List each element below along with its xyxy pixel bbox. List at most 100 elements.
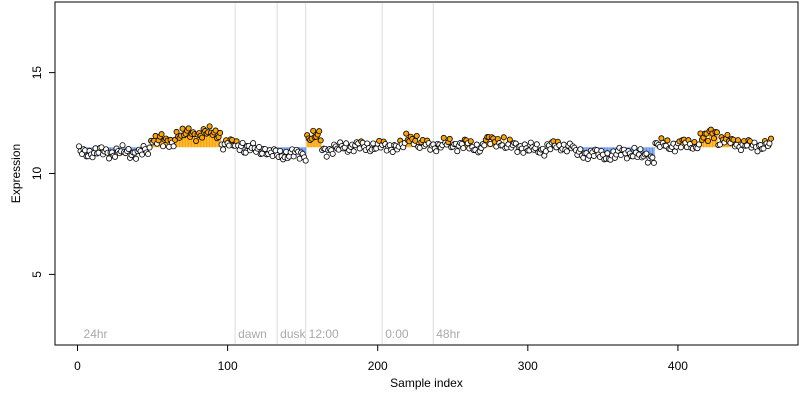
period-label: 48hr xyxy=(436,327,460,341)
data-point xyxy=(119,142,126,149)
baseline-bar xyxy=(648,147,651,158)
baseline-bar xyxy=(642,147,645,157)
data-point xyxy=(533,141,540,148)
baseline-bar xyxy=(177,136,179,148)
baseline-bar xyxy=(204,131,206,148)
period-label: dawn xyxy=(238,327,267,341)
y-axis: 5 10 15 xyxy=(30,66,56,278)
baseline-bar xyxy=(749,141,751,148)
data-point xyxy=(160,143,167,150)
data-point xyxy=(713,129,720,136)
baseline-bar xyxy=(309,139,311,148)
baseline-bar xyxy=(216,138,218,148)
baseline-bar xyxy=(180,135,182,148)
baseline-bar xyxy=(645,147,648,154)
data-point xyxy=(323,153,330,160)
data-point xyxy=(710,135,717,142)
baseline-bar xyxy=(184,133,187,148)
data-point xyxy=(412,137,419,144)
data-point xyxy=(242,149,249,156)
x-axis-label: Sample index xyxy=(390,376,463,390)
data-point xyxy=(146,144,153,151)
baseline-bar xyxy=(707,140,709,148)
x-tick-label: 200 xyxy=(368,359,388,373)
data-point xyxy=(695,141,702,148)
data-point xyxy=(389,148,396,155)
data-point xyxy=(473,141,480,148)
data-point xyxy=(643,150,650,157)
data-point xyxy=(413,132,420,139)
baseline-bar xyxy=(320,140,322,148)
y-tick-label: 15 xyxy=(30,66,44,80)
baseline-bar xyxy=(584,147,586,154)
data-point xyxy=(691,138,698,145)
baseline-bar xyxy=(195,140,197,148)
baseline-bar xyxy=(314,137,316,148)
data-point xyxy=(158,131,165,138)
baseline-bar xyxy=(732,139,735,148)
baseline-bar xyxy=(503,137,505,148)
x-axis: 0 100 200 300 400 xyxy=(74,344,688,373)
data-point xyxy=(467,138,474,145)
baseline-bar xyxy=(199,135,202,148)
data-point xyxy=(481,142,488,149)
baseline-bar xyxy=(178,137,181,148)
baseline-bar xyxy=(305,147,307,161)
data-point xyxy=(724,131,731,138)
data-point xyxy=(767,135,774,142)
data-point xyxy=(563,148,570,155)
data-point xyxy=(737,147,744,154)
period-label: 24hr xyxy=(84,327,108,341)
baseline-bar xyxy=(190,133,193,148)
baseline-bar xyxy=(210,132,212,148)
data-point xyxy=(212,127,219,134)
data-point xyxy=(185,125,192,132)
data-point xyxy=(350,148,357,155)
baseline-bar xyxy=(192,132,194,148)
baseline-bar xyxy=(632,147,634,157)
data-point xyxy=(677,144,684,151)
data-point xyxy=(637,146,644,153)
x-tick-label: 300 xyxy=(518,359,538,373)
baseline-bar xyxy=(219,132,221,148)
data-point xyxy=(317,137,324,144)
data-point xyxy=(329,150,336,157)
data-point xyxy=(220,146,227,153)
data-point xyxy=(316,128,323,135)
data-point xyxy=(500,134,507,141)
baseline-bar xyxy=(207,132,209,148)
data-point xyxy=(577,146,584,153)
x-tick-label: 400 xyxy=(668,359,688,373)
data-point xyxy=(125,146,132,153)
baseline-bar xyxy=(641,147,643,158)
data-point xyxy=(433,148,440,155)
baseline-bar xyxy=(174,139,176,148)
data-point xyxy=(754,148,761,155)
baseline-bar xyxy=(681,140,684,148)
data-point xyxy=(446,135,453,142)
expression-points xyxy=(76,123,774,166)
baseline-bar xyxy=(114,147,116,157)
y-tick-label: 10 xyxy=(30,167,44,181)
baseline-bar xyxy=(206,133,208,148)
data-point xyxy=(239,139,246,146)
baseline-bar xyxy=(166,140,169,148)
baseline-bar xyxy=(213,132,215,148)
data-point xyxy=(217,129,224,136)
baseline-bar xyxy=(306,135,308,148)
data-point xyxy=(506,136,513,143)
baseline-bar xyxy=(260,147,262,155)
data-point xyxy=(106,155,113,162)
baseline-bar xyxy=(651,147,654,158)
data-point xyxy=(650,159,657,166)
baseline-bar xyxy=(315,136,317,148)
baseline-bar xyxy=(470,141,472,148)
baseline-bar xyxy=(308,138,310,148)
data-point xyxy=(199,134,206,141)
data-point xyxy=(649,154,656,161)
data-point xyxy=(112,153,119,160)
data-point xyxy=(343,140,350,147)
baseline-bar xyxy=(650,147,652,157)
data-point xyxy=(547,146,554,153)
data-point xyxy=(460,145,467,152)
